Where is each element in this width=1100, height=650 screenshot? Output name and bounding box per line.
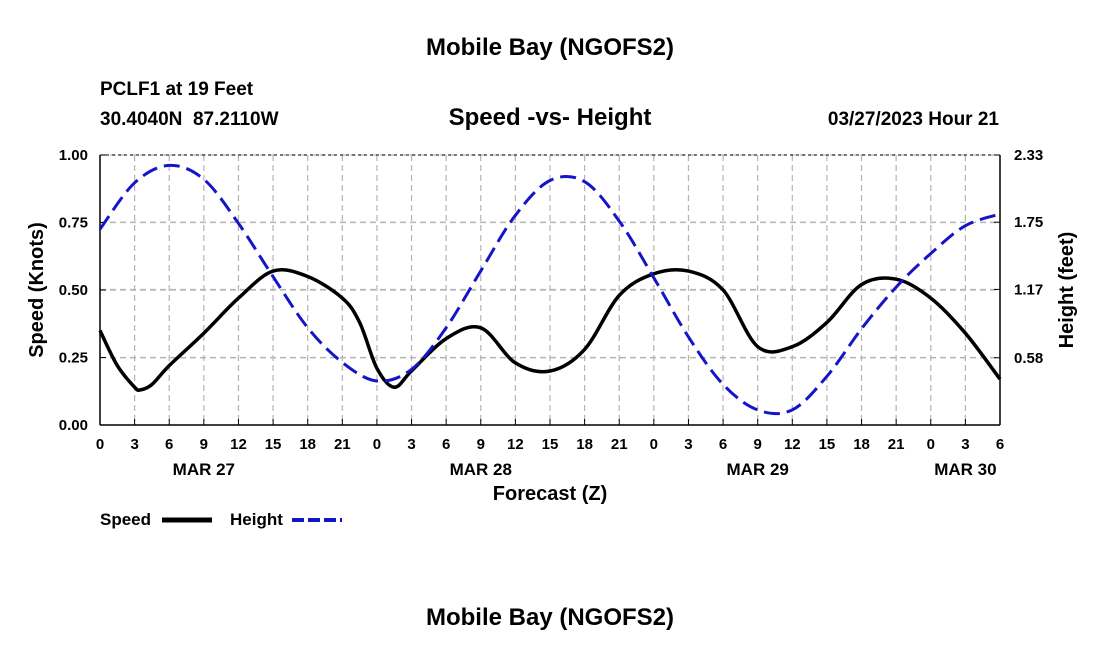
y2-tick-label: 2.33 <box>1014 147 1043 164</box>
y2-axis-label: Height (feet) <box>1056 232 1078 349</box>
page-title-repeat: Mobile Bay (NGOFS2) <box>426 604 674 631</box>
x-tick-label: 15 <box>542 436 559 453</box>
x-tick-label: 21 <box>888 436 905 453</box>
legend-speed-label: Speed <box>100 510 151 529</box>
y-tick-label: 0.75 <box>59 215 88 232</box>
legend-height-label: Height <box>230 510 283 529</box>
x-tick-label: 18 <box>576 436 593 453</box>
x-tick-label: 9 <box>754 436 762 453</box>
x-tick-label: 0 <box>927 436 935 453</box>
y-tick-label: 0.00 <box>59 417 88 434</box>
forecast-timestamp: 03/27/2023 Hour 21 <box>828 109 1000 130</box>
speed-series-line <box>98 267 1002 393</box>
x-tick-label: 9 <box>477 436 485 453</box>
x-tick-label: 6 <box>442 436 450 453</box>
x-tick-label: 3 <box>407 436 415 453</box>
x-tick-label: 12 <box>507 436 524 453</box>
y2-tick-label: 1.17 <box>1014 281 1043 298</box>
y-axis-label: Speed (Knots) <box>26 222 48 358</box>
x-tick-label: 0 <box>96 436 104 453</box>
x-tick-label: 21 <box>611 436 628 453</box>
date-label: MAR 29 <box>727 460 789 479</box>
x-tick-label: 15 <box>265 436 282 453</box>
y-tick-label: 0.50 <box>59 282 88 299</box>
x-tick-label: 0 <box>650 436 658 453</box>
x-tick-label: 12 <box>230 436 247 453</box>
date-label: MAR 28 <box>450 460 512 479</box>
x-tick-label: 18 <box>299 436 316 453</box>
y-tick-label: 1.00 <box>59 147 88 164</box>
legend: Speed Height <box>100 510 342 529</box>
x-tick-label: 21 <box>334 436 351 453</box>
x-tick-label: 6 <box>719 436 727 453</box>
x-tick-label: 3 <box>130 436 138 453</box>
date-label: MAR 27 <box>173 460 235 479</box>
page-title: Mobile Bay (NGOFS2) <box>426 34 674 61</box>
series-lines <box>98 163 1002 416</box>
grid-lines <box>100 154 1000 425</box>
station-coordinates: 30.4040N 87.2110W <box>100 109 279 130</box>
x-tick-label: 3 <box>684 436 692 453</box>
x-tick-label: 6 <box>996 436 1004 453</box>
x-tick-label: 3 <box>961 436 969 453</box>
x-tick-label: 9 <box>200 436 208 453</box>
x-tick-label: 18 <box>853 436 870 453</box>
y2-tick-label: 0.58 <box>1014 350 1043 367</box>
axes: 0 3 6 9 12 15 18 21 0 3 6 9 12 15 18 21 0 3 6 9 12 15 18 21 0 3 6 0… <box>59 147 1043 479</box>
y-tick-label: 0.25 <box>59 350 88 367</box>
x-tick-label: 15 <box>819 436 836 453</box>
x-tick-label: 0 <box>373 436 381 453</box>
x-axis-label: Forecast (Z) <box>493 483 607 505</box>
y2-tick-label: 1.75 <box>1014 214 1043 231</box>
chart-title: Speed -vs- Height <box>449 104 652 131</box>
height-series-line <box>98 163 1001 416</box>
x-tick-label: 6 <box>165 436 173 453</box>
x-tick-label: 12 <box>784 436 801 453</box>
station-name: PCLF1 at 19 Feet <box>100 79 254 100</box>
date-label: MAR 30 <box>934 460 996 479</box>
